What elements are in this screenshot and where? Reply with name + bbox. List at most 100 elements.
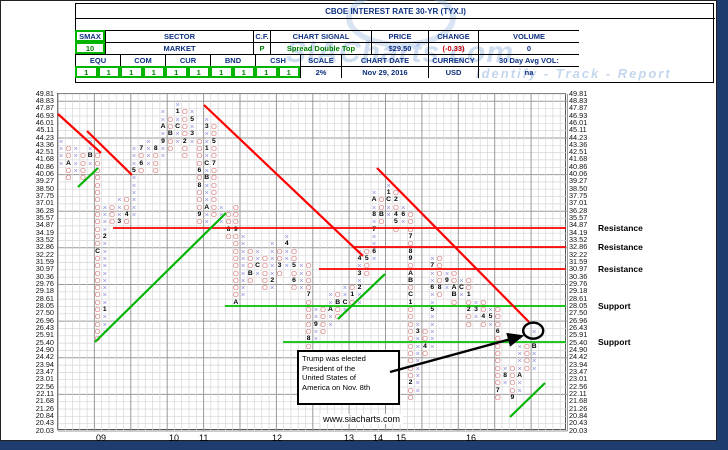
pnf-month-marker: 5 <box>430 306 435 314</box>
pnf-symbol: × <box>299 283 304 293</box>
pnf-symbol: × <box>401 217 406 227</box>
pnf-symbol: × <box>342 305 348 315</box>
pnf-symbol: O <box>94 195 101 205</box>
hdr-scale: SCALE <box>300 54 341 66</box>
pnf-symbol: × <box>357 261 362 271</box>
pnf-symbol: × <box>146 151 151 161</box>
pnf-symbol: × <box>488 305 493 315</box>
pnf-symbol: O <box>181 129 188 139</box>
pnf-symbol: × <box>342 283 348 293</box>
pnf-symbol: O <box>232 202 239 212</box>
annotation-text-line: United States of <box>302 373 357 383</box>
pnf-symbol: O <box>451 297 458 307</box>
pnf-month-marker: 4 <box>357 254 362 262</box>
y-label-left: 28.61 <box>35 293 54 303</box>
pnf-symbol: O <box>196 195 203 205</box>
pnf-symbol: × <box>131 151 137 161</box>
pnf-symbol: × <box>240 246 246 256</box>
pnf-symbol: × <box>58 143 64 153</box>
pnf-symbol: × <box>299 275 304 285</box>
pnf-symbol: × <box>204 209 209 219</box>
pnf-symbol: O <box>79 158 86 168</box>
pnf-month-marker: B <box>451 291 457 299</box>
pnf-symbol: × <box>189 121 195 131</box>
pnf-month-marker: 2 <box>357 284 362 292</box>
pnf-month-marker: 4 <box>423 342 427 350</box>
pnf-month-marker: 1 <box>175 108 180 116</box>
pnf-symbol: × <box>430 312 435 322</box>
pnf-symbol: O <box>232 268 239 278</box>
pnf-symbol: O <box>407 385 414 395</box>
x-year-label: 13 <box>344 433 355 443</box>
pnf-symbol: × <box>517 378 522 388</box>
pnf-symbol: O <box>232 290 239 300</box>
pnf-symbol: O <box>465 283 472 293</box>
hdr-price: PRICE <box>371 30 428 42</box>
pnf-month-marker: 6 <box>292 276 296 284</box>
pnf-symbol: O <box>436 261 443 271</box>
pnf-symbol: × <box>160 114 166 124</box>
hdr-chartdate: CHART DATE <box>341 54 428 66</box>
pnf-month-marker: 4 <box>481 313 486 321</box>
y-label-left: 28.05 <box>35 301 54 310</box>
hdr-volume: VOLUME <box>478 30 579 42</box>
y-label-left: 20.84 <box>35 410 54 420</box>
pnf-month-marker: C <box>458 284 464 292</box>
y-label-right: 42.51 <box>569 147 588 157</box>
pnf-symbol: O <box>334 290 341 300</box>
pnf-symbol: × <box>371 239 377 249</box>
pnf-symbol: × <box>532 363 537 373</box>
y-label-left: 21.68 <box>35 396 54 406</box>
pnf-symbol: × <box>342 290 348 300</box>
pnf-symbol: × <box>102 217 108 227</box>
x-year-label: 15 <box>396 433 407 443</box>
y-label-left: 27.50 <box>35 308 54 318</box>
pnf-symbol: × <box>313 305 319 315</box>
y-label-right: 45.11 <box>569 125 587 135</box>
y-label-left: 22.56 <box>35 381 54 391</box>
pnf-symbol: O <box>523 356 530 366</box>
value-equ-1: 1 <box>75 66 98 78</box>
siacharts-link[interactable]: www.siacharts.com <box>320 414 404 424</box>
pnf-symbol: O <box>451 275 458 285</box>
pnf-symbol: O <box>276 246 283 256</box>
pnf-month-marker: C <box>342 298 348 306</box>
y-label-left: 39.27 <box>35 176 54 186</box>
pnf-symbol: × <box>371 187 377 197</box>
pnf-symbol: × <box>240 290 246 300</box>
pnf-month-marker: 8 <box>153 144 158 152</box>
pnf-symbol: O <box>94 275 101 285</box>
pnf-symbol: O <box>509 385 516 395</box>
pnf-symbol: O <box>407 261 414 271</box>
pnf-symbol: × <box>219 217 224 227</box>
pnf-symbol: O <box>196 151 203 161</box>
pnf-symbol: × <box>73 151 78 161</box>
pnf-symbol: O <box>65 165 72 175</box>
pnf-month-marker: 1 <box>408 298 413 306</box>
hdr-30dayavgvol: 30 Day Avg VOL: <box>478 54 579 66</box>
pnf-symbol: × <box>102 239 108 249</box>
y-label-right: 25.91 <box>569 330 588 340</box>
pnf-symbol: O <box>152 165 159 175</box>
pnf-symbol: × <box>502 363 508 373</box>
pnf-symbol: × <box>102 209 108 219</box>
y-label-right: 47.87 <box>569 103 588 113</box>
pnf-symbol: O <box>109 209 116 219</box>
pnf-symbol: O <box>210 180 217 190</box>
y-label-right: 23.01 <box>569 374 588 384</box>
pnf-symbol: × <box>386 202 391 212</box>
pnf-symbol: × <box>204 195 209 205</box>
y-label-left: 25.40 <box>35 337 54 347</box>
pnf-symbol: O <box>320 305 327 315</box>
pnf-symbol: O <box>196 143 203 153</box>
y-label-left: 46.93 <box>35 110 54 120</box>
pnf-symbol: O <box>109 202 116 212</box>
pnf-symbol: O <box>232 253 239 263</box>
pnf-symbol: O <box>94 224 101 234</box>
pnf-month-marker: 1 <box>204 144 209 152</box>
y-label-left: 20.43 <box>35 418 54 428</box>
pnf-symbol: O <box>65 143 72 153</box>
pnf-symbol: × <box>473 297 479 307</box>
pnf-symbol: × <box>131 180 137 190</box>
y-label-left: 34.19 <box>35 227 54 237</box>
